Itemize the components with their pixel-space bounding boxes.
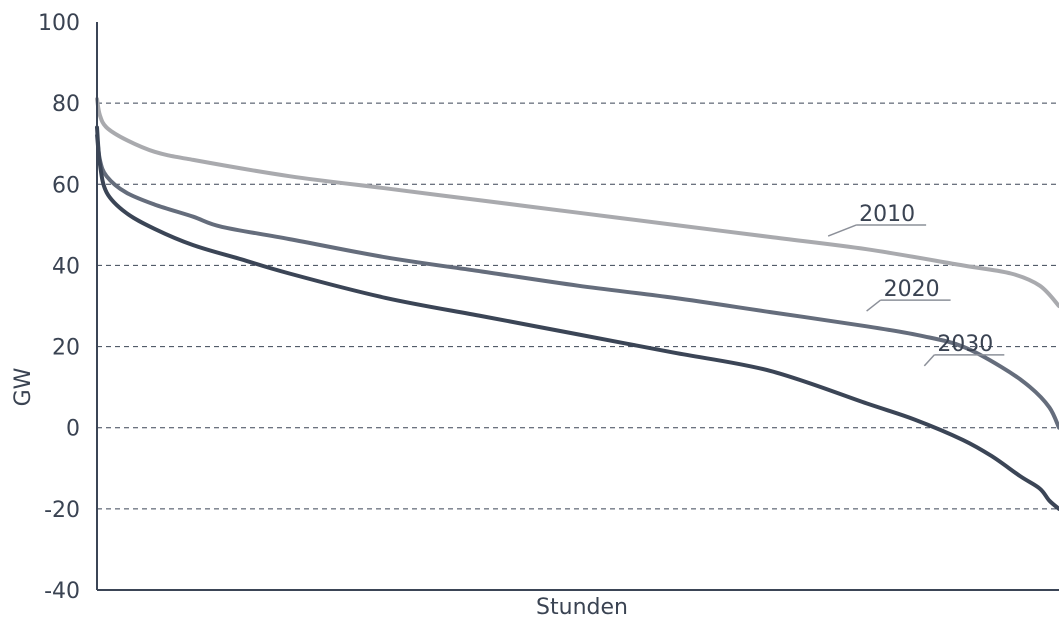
series-line-2010 — [95, 97, 1059, 308]
y-tick-label: 40 — [52, 254, 80, 279]
series-line-2020 — [95, 133, 1059, 430]
series-label-2020: 2020 — [884, 277, 940, 302]
y-tick-label: -20 — [44, 498, 80, 523]
series-label-2030: 2030 — [937, 332, 993, 357]
label-leader-line — [866, 299, 882, 312]
x-axis-title: Stunden — [536, 595, 628, 620]
label-leader-line — [923, 354, 935, 367]
gridlines — [97, 102, 1059, 510]
y-tick-label: 0 — [66, 417, 80, 442]
y-tick-label: -40 — [44, 579, 80, 604]
y-tick-label: 20 — [52, 336, 80, 361]
y-tick-label: 100 — [38, 11, 80, 36]
y-tick-labels: 100 80 60 40 20 0 -20 -40 — [38, 11, 80, 604]
y-tick-label: 80 — [52, 92, 80, 117]
series-label-2010: 2010 — [859, 202, 915, 227]
series-line-2030 — [95, 125, 1059, 511]
y-axis-title: GW — [11, 367, 36, 406]
y-tick-label: 60 — [52, 173, 80, 198]
series-labels: 2010 2020 2030 — [827, 202, 1005, 367]
plot-frame — [96, 22, 1059, 591]
label-leader-line — [827, 224, 857, 237]
series-lines — [95, 97, 1059, 511]
